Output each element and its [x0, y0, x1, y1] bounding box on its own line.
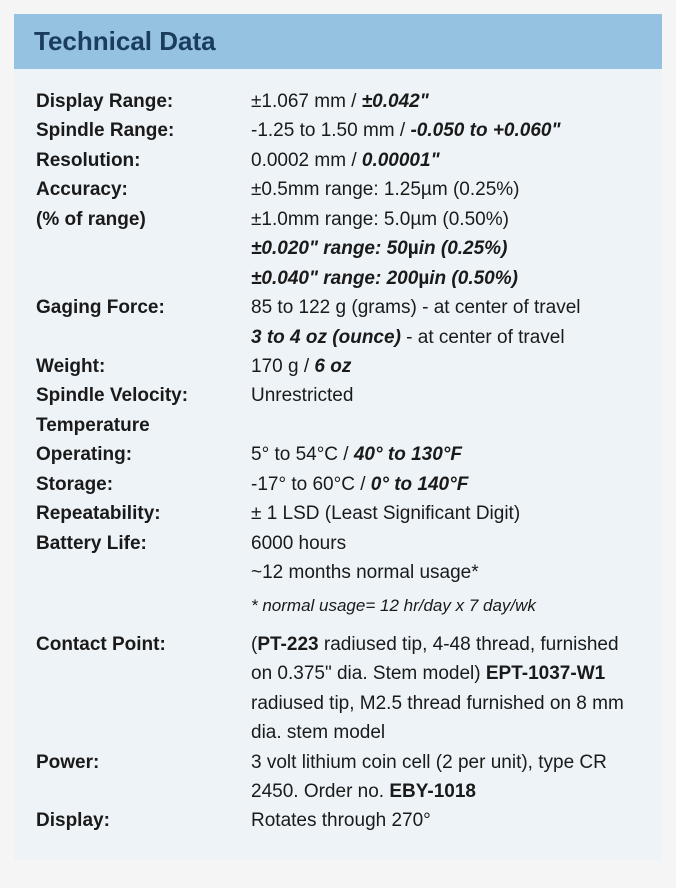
spec-label: Power:	[36, 748, 251, 777]
spec-value: ±0.5mm range: 1.25µm (0.25%)	[251, 175, 640, 204]
spec-value: ~12 months normal usage*	[251, 558, 640, 587]
row-gaging-1: Gaging Force: 85 to 122 g (grams) - at c…	[36, 293, 640, 322]
row-accuracy-4: ±0.040" range: 200µin (0.50%)	[36, 264, 640, 293]
spec-value: (PT-223 radiused tip, 4-48 thread, furni…	[251, 630, 640, 748]
spec-label: Storage:	[36, 470, 251, 499]
row-temperature-header: Temperature	[36, 411, 640, 440]
spec-value: 170 g / 6 oz	[251, 352, 640, 381]
spec-label: Operating:	[36, 440, 251, 469]
spec-label: Weight:	[36, 352, 251, 381]
spec-label: Gaging Force:	[36, 293, 251, 322]
spec-label: (% of range)	[36, 205, 251, 234]
row-footnote: * normal usage= 12 hr/day x 7 day/wk	[36, 587, 640, 629]
spec-label: Spindle Velocity:	[36, 381, 251, 410]
row-power: Power: 3 volt lithium coin cell (2 per u…	[36, 748, 640, 807]
spec-label: Display Range:	[36, 87, 251, 116]
row-spindle-velocity: Spindle Velocity: Unrestricted	[36, 381, 640, 410]
row-battery-1: Battery Life: 6000 hours	[36, 529, 640, 558]
row-operating: Operating: 5° to 54°C / 40° to 130°F	[36, 440, 640, 469]
spec-value: 6000 hours	[251, 529, 640, 558]
row-weight: Weight: 170 g / 6 oz	[36, 352, 640, 381]
row-accuracy-2: (% of range) ±1.0mm range: 5.0µm (0.50%)	[36, 205, 640, 234]
spec-table: Display Range: ±1.067 mm / ±0.042" Spind…	[14, 69, 662, 860]
spec-value: 5° to 54°C / 40° to 130°F	[251, 440, 640, 469]
spec-value: 3 to 4 oz (ounce) - at center of travel	[251, 323, 640, 352]
row-contact-point: Contact Point: (PT-223 radiused tip, 4-4…	[36, 630, 640, 748]
row-spindle-range: Spindle Range: -1.25 to 1.50 mm / -0.050…	[36, 116, 640, 145]
spec-value: ±0.040" range: 200µin (0.50%)	[251, 264, 640, 293]
footnote-text: * normal usage= 12 hr/day x 7 day/wk	[251, 593, 640, 619]
spec-value: Unrestricted	[251, 381, 640, 410]
row-display: Display: Rotates through 270°	[36, 806, 640, 835]
row-resolution: Resolution: 0.0002 mm / 0.00001"	[36, 146, 640, 175]
spec-value: ±0.020" range: 50µin (0.25%)	[251, 234, 640, 263]
spec-value: 0.0002 mm / 0.00001"	[251, 146, 640, 175]
spec-value: 85 to 122 g (grams) - at center of trave…	[251, 293, 640, 322]
spec-label: Resolution:	[36, 146, 251, 175]
spec-value: ± 1 LSD (Least Significant Digit)	[251, 499, 640, 528]
row-display-range: Display Range: ±1.067 mm / ±0.042"	[36, 87, 640, 116]
spec-label: Display:	[36, 806, 251, 835]
row-gaging-2: 3 to 4 oz (ounce) - at center of travel	[36, 323, 640, 352]
row-battery-2: ~12 months normal usage*	[36, 558, 640, 587]
spec-label: Repeatability:	[36, 499, 251, 528]
spec-label: Accuracy:	[36, 175, 251, 204]
spec-value: ±1.067 mm / ±0.042"	[251, 87, 640, 116]
spec-label: Contact Point:	[36, 630, 251, 659]
spec-value: 3 volt lithium coin cell (2 per unit), t…	[251, 748, 640, 807]
row-repeatability: Repeatability: ± 1 LSD (Least Significan…	[36, 499, 640, 528]
row-accuracy-3: ±0.020" range: 50µin (0.25%)	[36, 234, 640, 263]
section-header: Technical Data	[14, 14, 662, 69]
spec-value: ±1.0mm range: 5.0µm (0.50%)	[251, 205, 640, 234]
spec-label: Battery Life:	[36, 529, 251, 558]
row-storage: Storage: -17° to 60°C / 0° to 140°F	[36, 470, 640, 499]
spec-value: -17° to 60°C / 0° to 140°F	[251, 470, 640, 499]
spec-label: Temperature	[36, 411, 251, 440]
spec-value: Rotates through 270°	[251, 806, 640, 835]
row-accuracy-1: Accuracy: ±0.5mm range: 1.25µm (0.25%)	[36, 175, 640, 204]
spec-label: Spindle Range:	[36, 116, 251, 145]
spec-value: -1.25 to 1.50 mm / -0.050 to +0.060"	[251, 116, 640, 145]
